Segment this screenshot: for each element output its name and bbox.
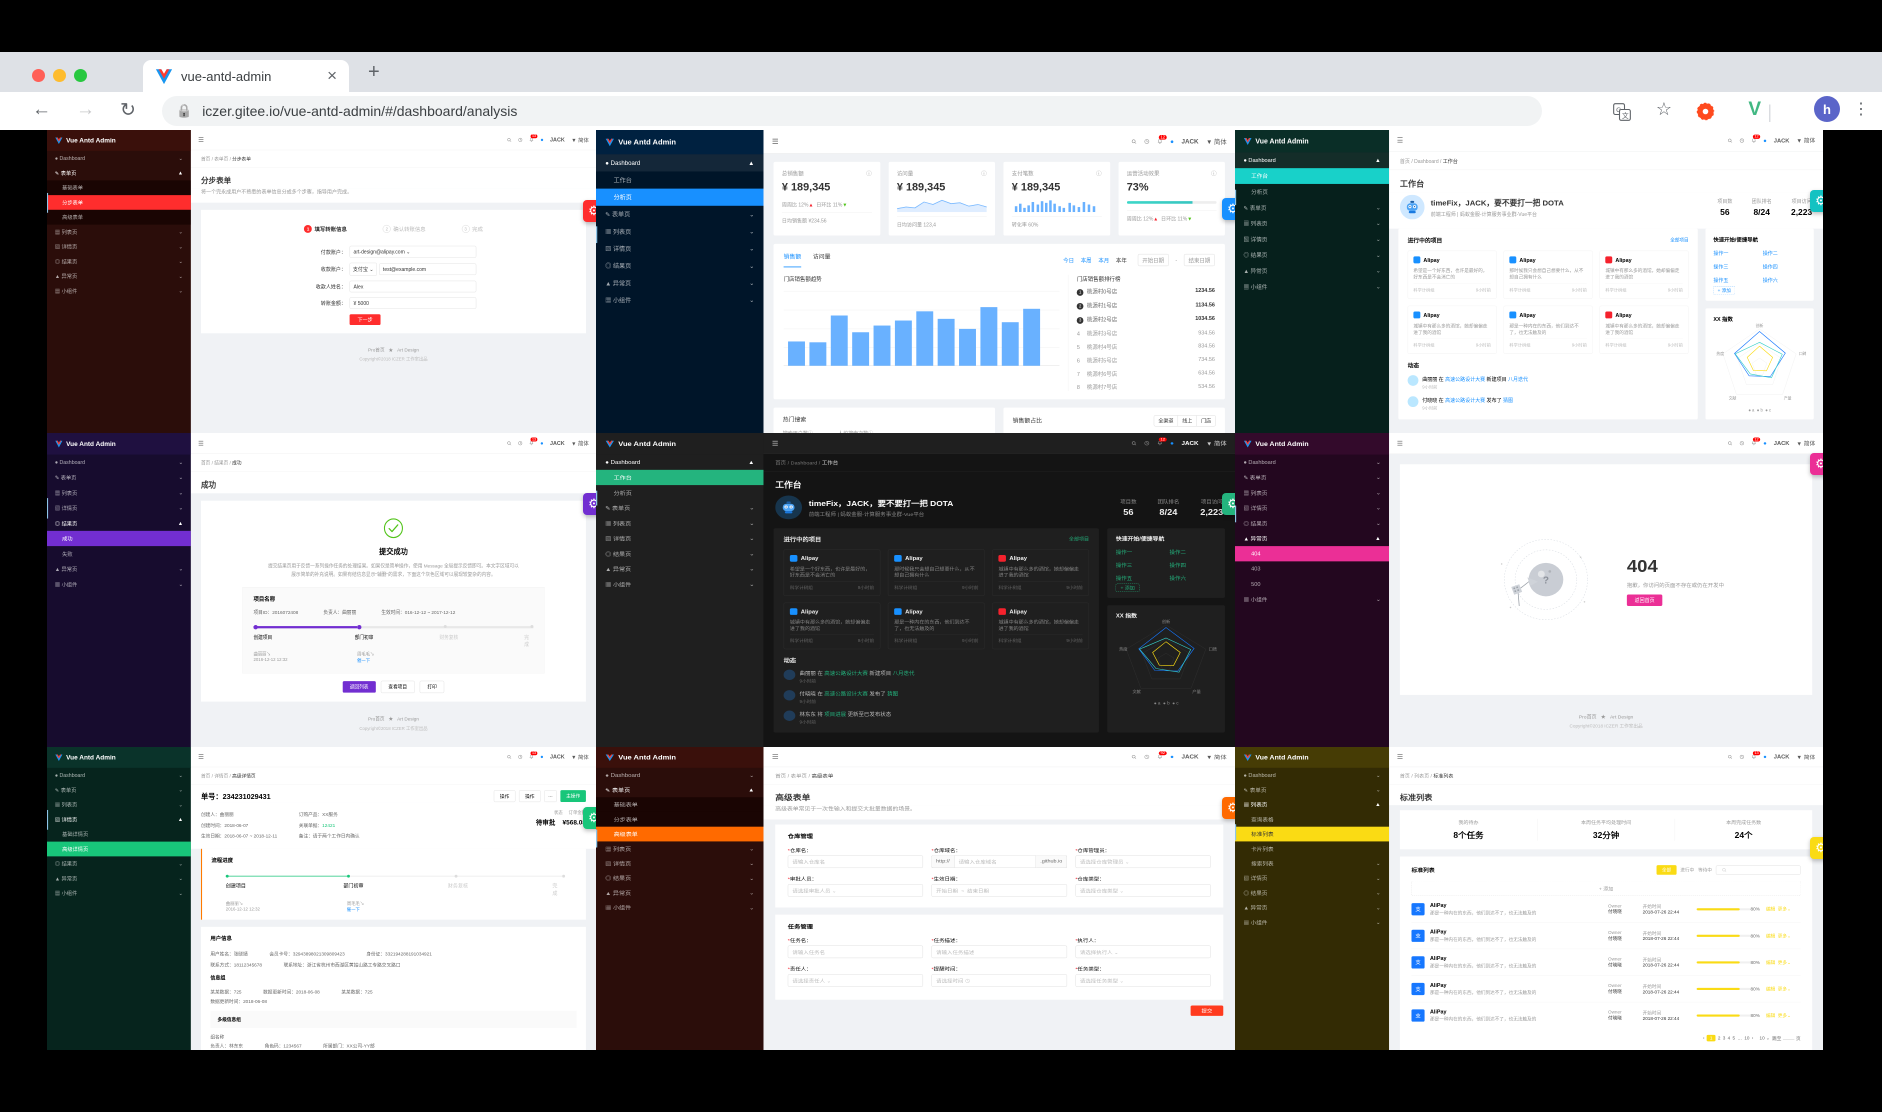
svg-text:文: 文 [1622,111,1629,120]
svg-text:创新: 创新 [1162,619,1170,624]
svg-text:文献: 文献 [1729,395,1737,400]
svg-text:产量: 产量 [1784,395,1792,400]
svg-text:产量: 产量 [1193,689,1201,694]
svg-text:文献: 文献 [1133,689,1141,694]
svg-text:创新: 创新 [1756,323,1764,328]
svg-text:口碑: 口碑 [1799,351,1806,356]
svg-text:口碑: 口碑 [1209,647,1217,652]
svg-text:?: ? [1543,575,1549,586]
svg-text:热度: 热度 [1717,351,1725,356]
svg-text:热度: 热度 [1119,647,1127,652]
